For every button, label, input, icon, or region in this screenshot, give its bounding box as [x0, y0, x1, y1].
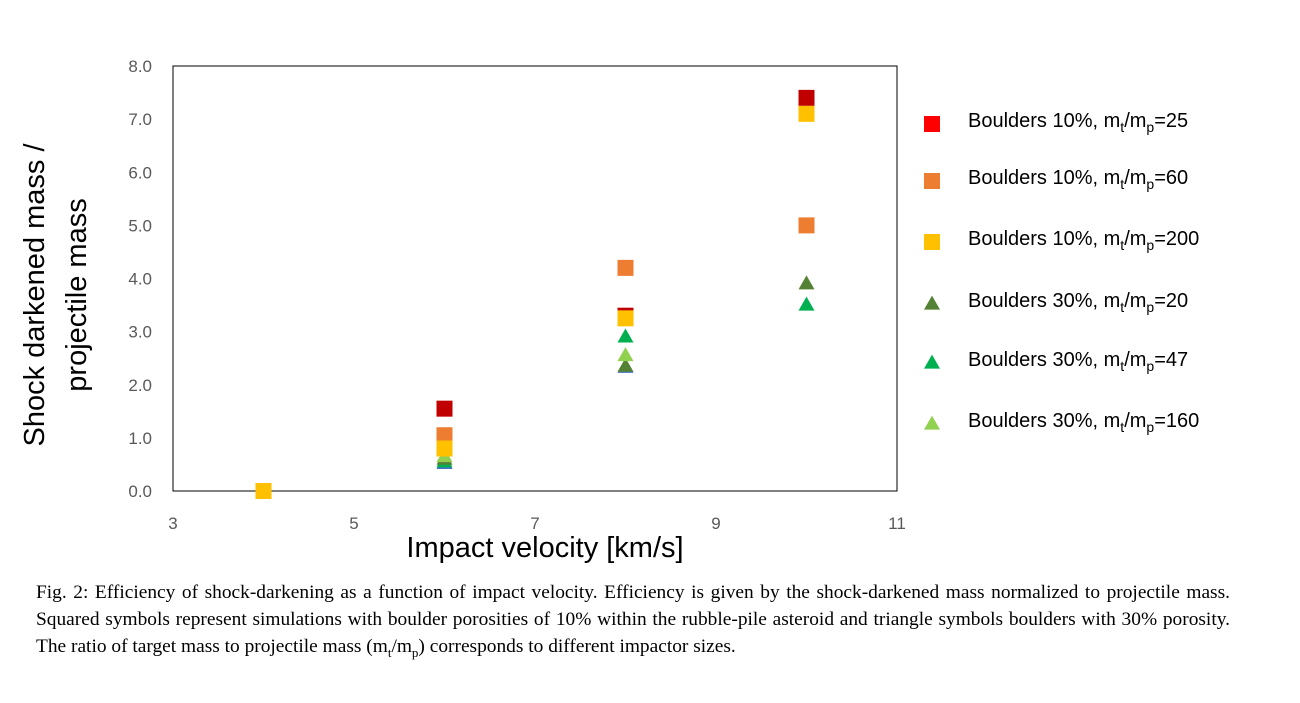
y-tick-label: 0.0 — [128, 482, 152, 501]
legend-square-icon — [924, 234, 940, 250]
legend-subscript: p — [1146, 119, 1154, 135]
x-axis-ticks: 3 5 7 9 11 — [168, 514, 906, 533]
caption-subscript-t: t — [387, 644, 392, 660]
legend-text: =60 — [1154, 167, 1188, 189]
triangle-marker — [617, 357, 634, 372]
legend-text: =20 — [1154, 290, 1188, 312]
legend-triangle-icon — [924, 354, 940, 369]
y-tick-label: 7.0 — [128, 110, 152, 129]
x-tick-label: 7 — [530, 514, 539, 533]
legend-label: Boulders 30%, mt/mp=160 — [968, 410, 1199, 435]
square-marker — [617, 259, 634, 276]
legend-text: /m — [1124, 349, 1146, 371]
legend-text: =47 — [1154, 349, 1188, 371]
legend-subscript: p — [1146, 237, 1154, 253]
square-marker — [798, 89, 815, 106]
y-axis-title: Shock darkened mass / projectile mass — [19, 143, 93, 447]
legend-square-icon — [924, 116, 940, 132]
legend-subscript: t — [1120, 176, 1124, 192]
legend-text: /m — [1124, 410, 1146, 432]
y-axis-title-line-2: projectile mass — [61, 198, 93, 391]
y-axis-ticks: 0.0 1.0 2.0 3.0 4.0 5.0 6.0 7.0 8.0 — [128, 57, 152, 501]
legend-label: Boulders 10%, mt/mp=60 — [968, 167, 1188, 192]
legend-text: /m — [1124, 290, 1146, 312]
legend-subscript: p — [1146, 358, 1154, 374]
square-marker — [436, 440, 453, 457]
legend-triangle-icon — [924, 415, 940, 430]
y-axis-title-line-1: Shock darkened mass / — [19, 143, 51, 447]
square-marker — [255, 483, 272, 499]
x-tick-label: 9 — [711, 514, 720, 533]
legend-text: Boulders 30%, m — [968, 410, 1120, 432]
x-tick-label: 11 — [888, 514, 906, 533]
triangle-marker — [617, 328, 634, 343]
caption-slash: /m — [391, 636, 412, 657]
y-tick-label: 3.0 — [128, 323, 152, 342]
y-tick-label: 6.0 — [128, 163, 152, 182]
legend-square-icon — [924, 173, 940, 189]
y-tick-label: 5.0 — [128, 216, 152, 235]
legend-triangle-icon — [924, 295, 940, 310]
plot-area-border — [172, 65, 898, 492]
caption-subscript-p: p — [411, 644, 419, 660]
x-tick-label: 3 — [168, 514, 177, 533]
square-marker — [436, 427, 453, 444]
caption-text: Fig. 2: Efficiency of shock-darkening as… — [36, 582, 1230, 657]
caption-text-end: ) corresponds to different impactor size… — [418, 636, 736, 657]
legend-text: Boulders 30%, m — [968, 349, 1120, 371]
x-tick-label: 5 — [349, 514, 358, 533]
legend-subscript: t — [1120, 119, 1124, 135]
square-marker — [798, 217, 815, 234]
legend-text: Boulders 10%, m — [968, 110, 1120, 132]
legend-text: =25 — [1154, 110, 1188, 132]
legend-text: Boulders 10%, m — [968, 167, 1120, 189]
square-marker — [798, 105, 815, 122]
legend-label: Boulders 30%, mt/mp=47 — [968, 349, 1188, 374]
legend-text: Boulders 30%, m — [968, 290, 1120, 312]
triangle-marker — [617, 347, 634, 362]
legend-subscript: p — [1146, 299, 1154, 315]
square-marker — [436, 400, 453, 417]
legend-text: /m — [1124, 228, 1146, 250]
legend-label: Boulders 10%, mt/mp=200 — [968, 228, 1199, 253]
y-tick-label: 1.0 — [128, 429, 152, 448]
y-tick-label: 4.0 — [128, 270, 152, 289]
legend-subscript: t — [1120, 419, 1124, 435]
legend-label: Boulders 30%, mt/mp=20 — [968, 290, 1188, 315]
legend-text: Boulders 10%, m — [968, 228, 1120, 250]
x-axis-title: Impact velocity [km/s] — [406, 532, 683, 564]
legend-subscript: t — [1120, 358, 1124, 374]
chart: 0.0 1.0 2.0 3.0 4.0 5.0 6.0 7.0 8.0 3 5 7 9 11 Impac… — [19, 57, 1199, 564]
legend-text: /m — [1124, 167, 1146, 189]
y-tick-label: 2.0 — [128, 376, 152, 395]
legend-subscript: p — [1146, 419, 1154, 435]
legend-text: /m — [1124, 110, 1146, 132]
y-tick-label: 8.0 — [128, 57, 152, 76]
legend-text: =200 — [1154, 228, 1199, 250]
square-marker — [617, 310, 634, 327]
legend-subscript: p — [1146, 176, 1154, 192]
legend-text: =160 — [1154, 410, 1199, 432]
triangle-marker — [798, 275, 815, 290]
legend-subscript: t — [1120, 237, 1124, 253]
legend-label: Boulders 10%, mt/mp=25 — [968, 110, 1188, 135]
legend-subscript: t — [1120, 299, 1124, 315]
figure-caption: Fig. 2: Efficiency of shock-darkening as… — [36, 579, 1230, 666]
data-markers — [255, 89, 815, 499]
triangle-marker — [798, 296, 815, 311]
